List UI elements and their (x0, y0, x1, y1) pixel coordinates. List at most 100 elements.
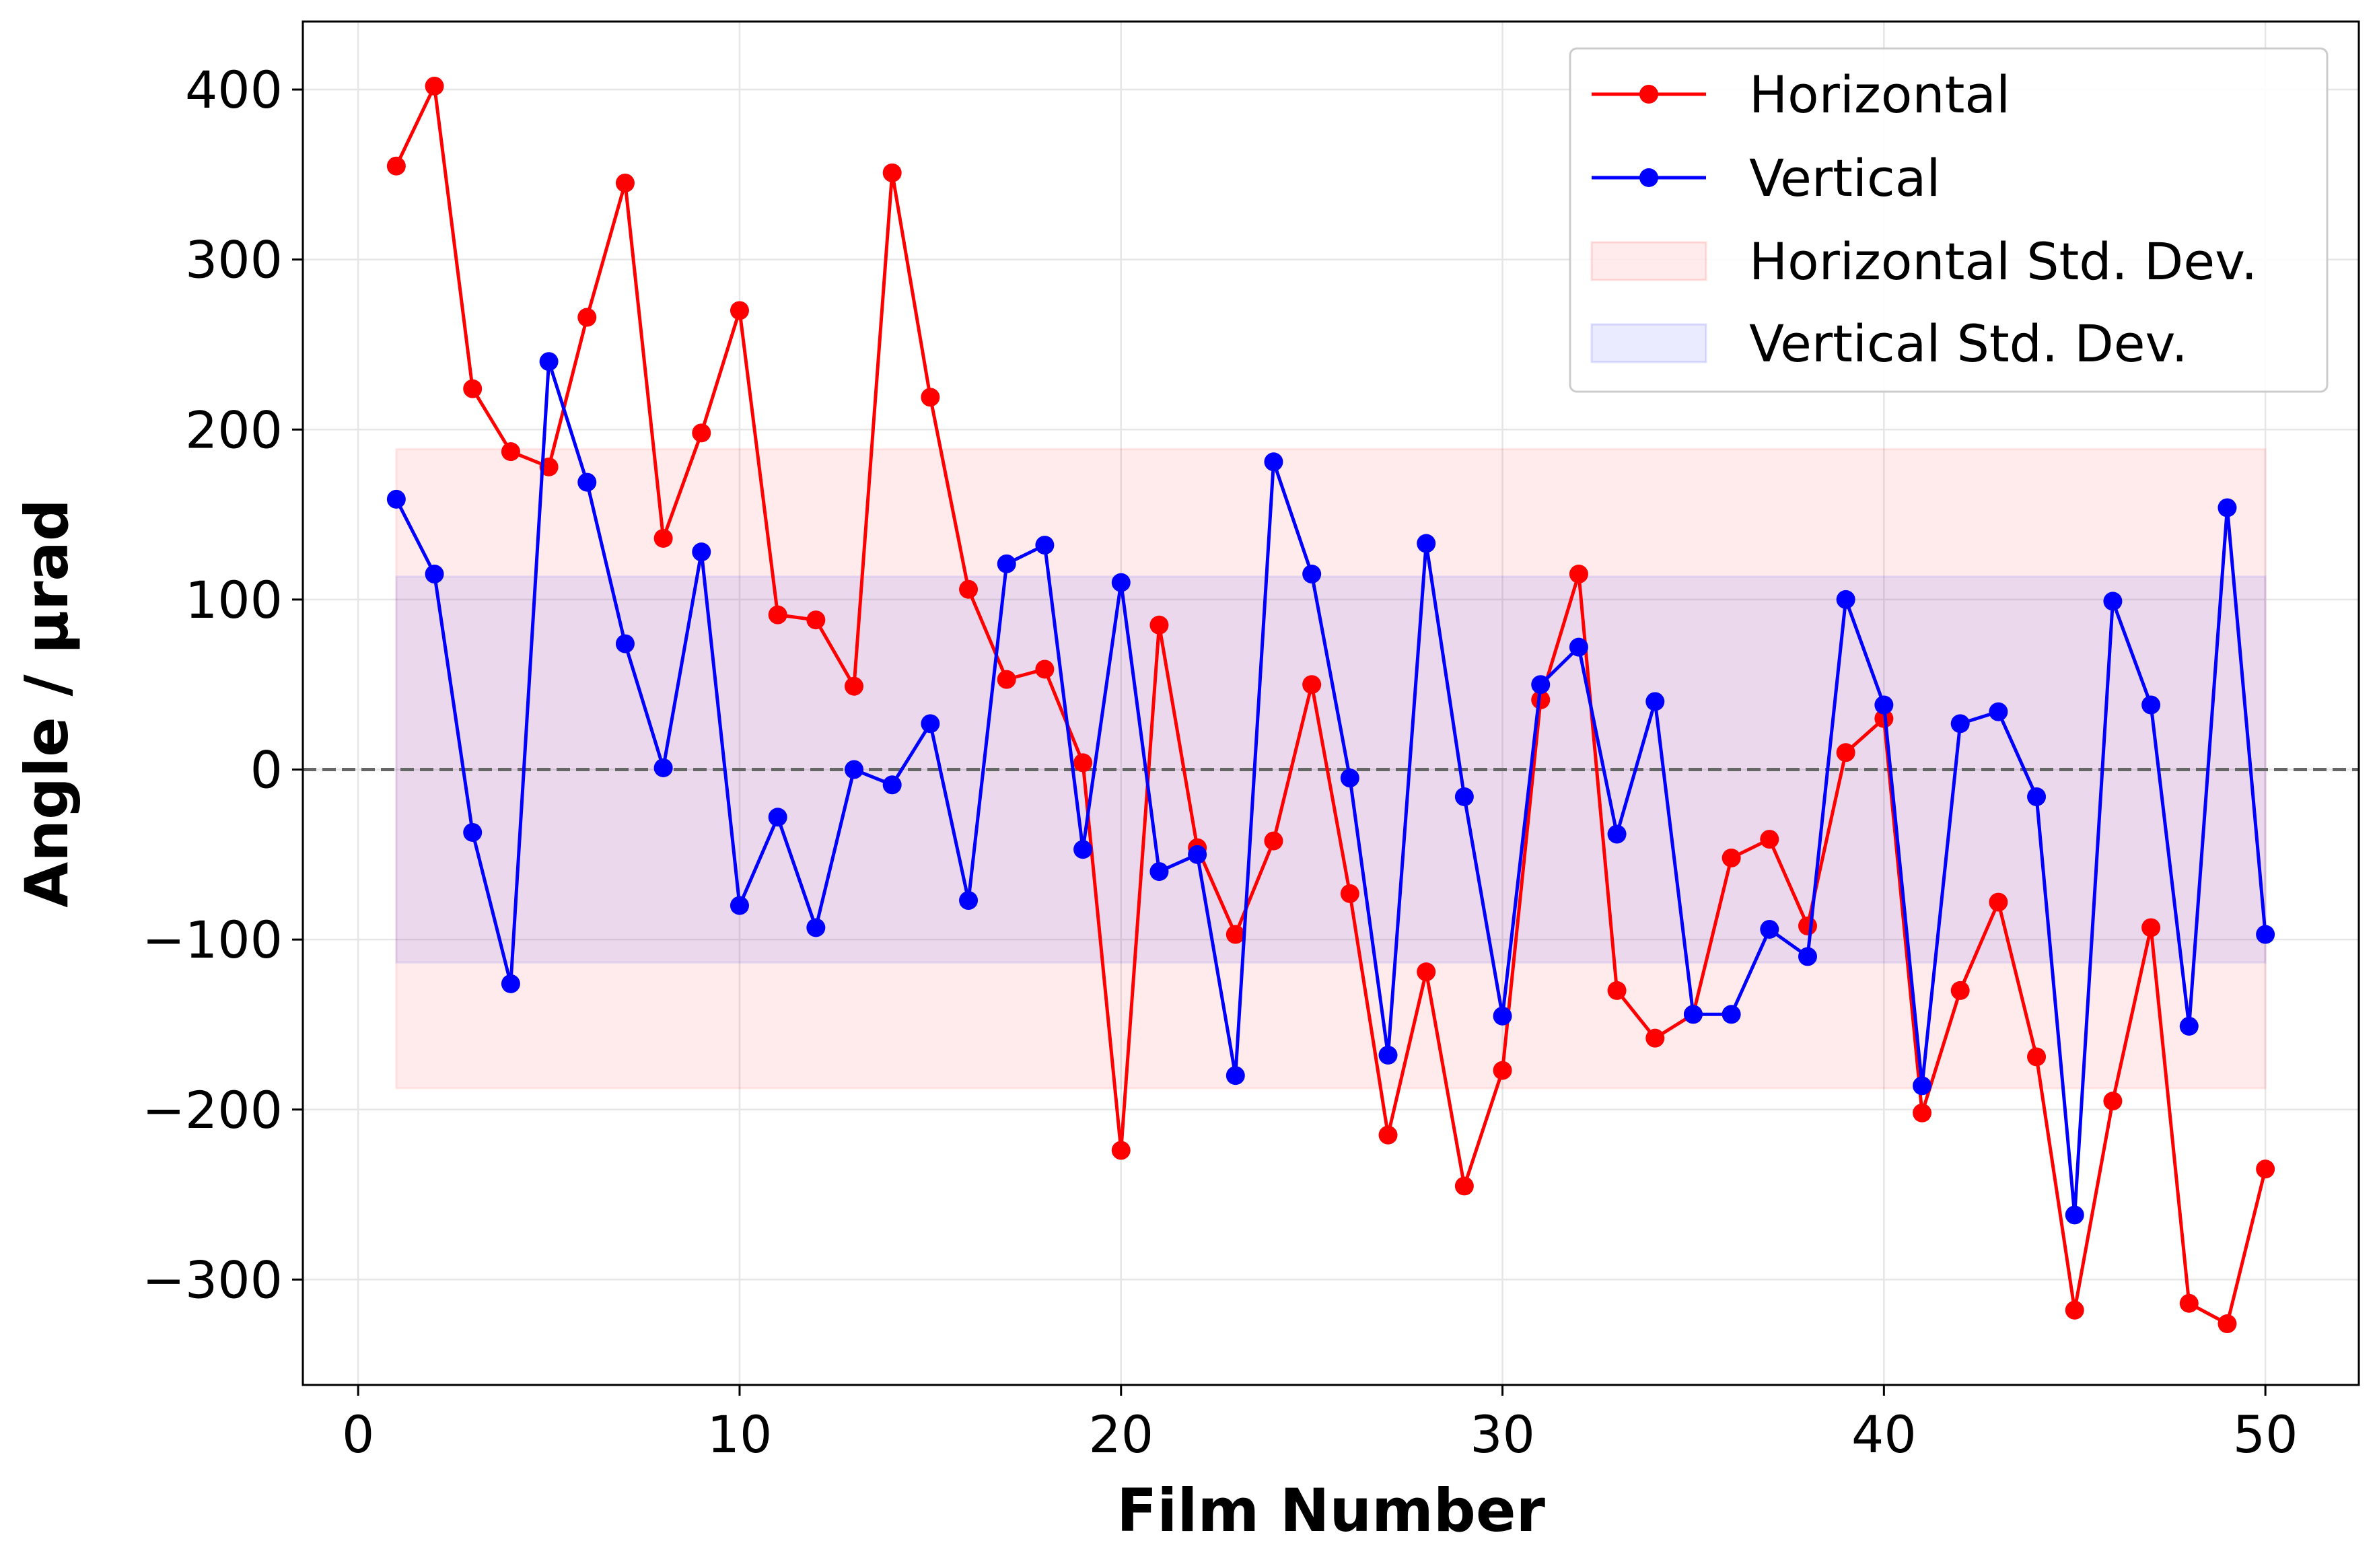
vertical-data-point (2256, 925, 2275, 944)
horizontal-legend-label: Horizontal (1749, 65, 2010, 124)
horizontal-data-point (1111, 1141, 1131, 1160)
y-tick-label: 0 (250, 740, 283, 800)
vertical-data-point (997, 554, 1016, 573)
data-series (386, 76, 2275, 1334)
horizontal-data-point (1302, 675, 1322, 694)
horizontal-data-point (2256, 1160, 2275, 1179)
vertical-data-point (2065, 1205, 2084, 1225)
horizontal-data-point (1378, 1125, 1398, 1145)
vertical-data-point (806, 918, 826, 937)
horizontal-data-point (1836, 743, 1855, 762)
horizontal-data-point (921, 388, 940, 407)
vertical-data-point (1569, 637, 1588, 657)
horizontal-data-point (1417, 962, 1436, 982)
horizontal-data-point (1989, 892, 2008, 912)
vertical-data-point (425, 565, 444, 584)
horizontal-data-point (1454, 1176, 1474, 1196)
horizontal-std-legend-label: Horizontal Std. Dev. (1749, 231, 2257, 291)
vertical-data-point (1798, 947, 1817, 966)
vertical-data-point (1607, 824, 1627, 844)
vertical-data-point (1264, 452, 1283, 472)
vertical-data-point (539, 352, 559, 371)
legend: Horizontal Vertical Horizontal Std. Dev. Ve… (1569, 47, 2329, 393)
vertical-data-point (1302, 565, 1322, 584)
horizontal-data-point (1493, 1061, 1512, 1080)
x-tick-label: 10 (707, 1404, 773, 1464)
y-axis-title: Angle / μrad (12, 499, 81, 908)
horizontal-data-point (1569, 565, 1588, 584)
horizontal-data-point (2103, 1092, 2123, 1111)
horizontal-data-point (806, 610, 826, 630)
y-tick-label: −200 (142, 1080, 283, 1140)
x-tick-label: 30 (1470, 1404, 1535, 1464)
vertical-data-point (1836, 590, 1855, 609)
vertical-data-point (2179, 1016, 2199, 1036)
horizontal-data-point (501, 442, 520, 462)
y-tick-label: 100 (185, 570, 283, 630)
horizontal-data-point (845, 676, 864, 696)
vertical-data-point (959, 891, 979, 911)
vertical-data-point (2103, 592, 2123, 611)
horizontal-data-point (653, 528, 673, 548)
vertical-data-point (1645, 692, 1665, 711)
vertical-data-point (921, 714, 940, 734)
vertical-data-point (1760, 919, 1779, 939)
vertical-data-point (386, 489, 406, 509)
horizontal-data-point (1798, 916, 1817, 935)
horizontal-data-point (1722, 848, 1741, 867)
horizontal-data-point (615, 173, 635, 192)
vertical-data-point (1073, 840, 1093, 859)
vertical-data-point (768, 808, 787, 827)
legend-box (1569, 47, 2329, 393)
horizontal-data-point (425, 76, 444, 96)
horizontal-data-point (577, 308, 597, 327)
vertical-data-point (1722, 1005, 1741, 1024)
vertical-data-point (882, 775, 902, 795)
horizontal-data-point (1226, 925, 1245, 944)
plot-frame (301, 20, 2360, 1386)
vertical-data-point (1417, 534, 1436, 553)
horizontal-data-point (2141, 918, 2161, 937)
vertical-data-point (463, 822, 483, 842)
horizontal-data-point (997, 670, 1016, 689)
horizontal-data-point (463, 379, 483, 398)
horizontal-std-legend-swatch (1590, 241, 1707, 281)
vertical-legend-label: Vertical (1749, 148, 1940, 208)
x-tick-label: 50 (2233, 1404, 2298, 1464)
horizontal-data-point (768, 605, 787, 625)
vertical-data-point (1454, 787, 1474, 806)
vertical-data-point (1950, 714, 1970, 734)
vertical-data-point (615, 634, 635, 653)
horizontal-data-point (1645, 1028, 1665, 1048)
horizontal-legend-marker (1639, 85, 1658, 104)
horizontal-data-point (2027, 1047, 2047, 1067)
horizontal-data-point (2218, 1314, 2237, 1334)
horizontal-data-point (1264, 831, 1283, 851)
vertical-data-point (1913, 1076, 1932, 1096)
x-axis-title: Film Number (1116, 1476, 1545, 1545)
vertical-data-point (1378, 1045, 1398, 1065)
horizontal-data-point (1035, 660, 1055, 679)
vertical-data-point (2218, 498, 2237, 518)
y-tick-label: 400 (185, 60, 283, 120)
horizontal-data-point (1760, 830, 1779, 849)
horizontal-data-point (1340, 884, 1359, 903)
vertical-series-line (394, 359, 2267, 1217)
horizontal-data-point (1149, 615, 1169, 635)
vertical-data-point (845, 760, 864, 779)
vertical-data-point (730, 896, 749, 915)
horizontal-data-point (1073, 753, 1093, 773)
vertical-data-point (1111, 573, 1131, 592)
horizontal-data-point (386, 156, 406, 176)
vertical-data-point (653, 758, 673, 777)
horizontal-data-point (1607, 981, 1627, 1000)
vertical-data-point (692, 542, 711, 562)
vertical-data-point (501, 974, 520, 993)
y-tick-label: 300 (185, 230, 283, 290)
vertical-data-point (1989, 702, 2008, 721)
vertical-legend-marker (1639, 168, 1658, 187)
horizontal-data-point (2179, 1293, 2199, 1313)
vertical-data-point (1531, 675, 1551, 694)
vertical-data-point (2027, 787, 2047, 806)
vertical-std-legend-swatch (1590, 323, 1707, 363)
